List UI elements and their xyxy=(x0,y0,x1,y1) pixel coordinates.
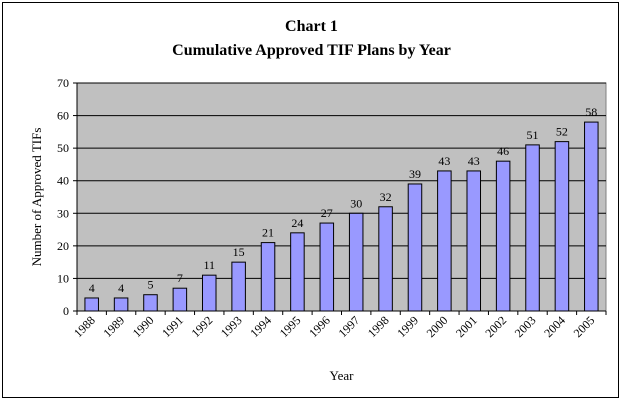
x-tick-label: 1993 xyxy=(218,313,245,340)
x-tick-label: 1988 xyxy=(71,313,98,340)
x-tick-label: 2000 xyxy=(424,313,451,340)
x-tick-label: 1994 xyxy=(247,313,274,340)
x-tick-label: 2002 xyxy=(482,313,509,340)
y-tick-label: 60 xyxy=(57,109,69,123)
data-label: 52 xyxy=(556,125,568,139)
y-tick-label: 0 xyxy=(63,304,69,318)
y-tick-label: 70 xyxy=(57,76,69,90)
gridlines xyxy=(77,82,606,279)
data-label: 5 xyxy=(147,278,153,292)
x-axis-label: Year xyxy=(330,368,355,383)
bar-1997 xyxy=(348,212,364,312)
bar-1991 xyxy=(172,287,188,312)
data-label: 30 xyxy=(350,196,362,210)
x-tick-label: 1990 xyxy=(130,313,157,340)
y-tick-label: 10 xyxy=(57,271,69,285)
x-tick-label: 1997 xyxy=(335,313,362,340)
bar-1999 xyxy=(407,183,423,312)
bar-1998 xyxy=(378,206,393,312)
bar-1992 xyxy=(201,274,217,312)
y-tick-label: 20 xyxy=(57,239,69,253)
data-label: 11 xyxy=(203,258,215,272)
x-tick-label: 1992 xyxy=(189,313,216,340)
bar-2004 xyxy=(554,141,570,312)
x-tick-label: 2003 xyxy=(512,313,539,340)
data-label: 43 xyxy=(438,154,450,168)
data-label: 4 xyxy=(118,281,124,295)
data-label: 46 xyxy=(497,144,509,158)
x-tick-label: 2004 xyxy=(541,313,568,340)
bar-2002 xyxy=(495,160,511,312)
data-label: 15 xyxy=(233,245,245,259)
bar-2000 xyxy=(437,170,452,312)
x-tick-label: 1989 xyxy=(100,313,127,340)
x-tick-label: 1999 xyxy=(394,313,421,340)
bars xyxy=(84,121,599,312)
data-label: 58 xyxy=(585,105,597,119)
data-label: 43 xyxy=(468,154,480,168)
data-label: 4 xyxy=(89,281,95,295)
bar-1993 xyxy=(231,261,246,312)
data-label: 7 xyxy=(177,271,183,285)
bar-1989 xyxy=(113,297,129,312)
data-label: 51 xyxy=(527,128,539,142)
bar-2001 xyxy=(466,170,482,312)
plot-area xyxy=(76,82,607,312)
data-label: 21 xyxy=(262,226,274,240)
data-labels: 4 4 5 7 11 15 21 24 27 30 32 39 43 43 46 51 52 58 xyxy=(89,105,598,295)
chart-title: Chart 1 xyxy=(285,18,338,35)
y-tick-label: 50 xyxy=(57,141,69,155)
x-tick-label: 1991 xyxy=(159,313,186,340)
bar-1996 xyxy=(319,222,335,312)
data-label: 39 xyxy=(409,167,421,181)
data-label: 24 xyxy=(291,216,303,230)
bar-2003 xyxy=(525,144,540,312)
bar-2005 xyxy=(584,121,599,312)
x-tick-label: 1996 xyxy=(306,313,333,340)
x-tick-label: 1995 xyxy=(277,313,304,340)
y-tick-label: 40 xyxy=(57,174,69,188)
bar-1988 xyxy=(84,297,99,312)
data-label: 27 xyxy=(321,206,333,220)
data-label: 32 xyxy=(380,190,392,204)
x-tick-label: 2001 xyxy=(453,313,480,340)
y-tick-label: 30 xyxy=(57,206,69,220)
chart-subtitle: Cumulative Approved TIF Plans by Year xyxy=(172,42,451,59)
x-tick-label: 2005 xyxy=(571,313,598,340)
x-tick-label: 1998 xyxy=(365,313,392,340)
bar-1995 xyxy=(290,232,305,312)
y-axis-label: Number of Approved TIFs xyxy=(29,128,44,267)
bar-1994 xyxy=(260,242,276,312)
x-axis-ticks: 1988 1989 1990 1991 1992 1993 1994 1995 1996 1997… xyxy=(71,311,607,340)
bar-1990 xyxy=(143,294,158,312)
